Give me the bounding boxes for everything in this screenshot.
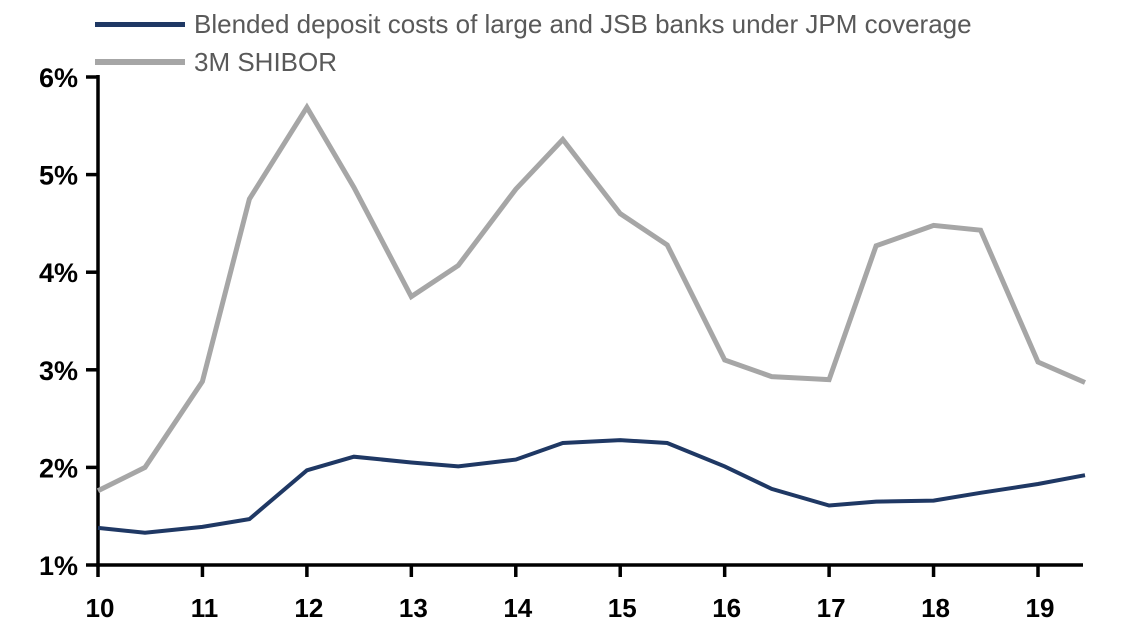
axes: 1% 2% 3% 4% 5% 6% 10 11 12 13 14 15 16 17 18 19 <box>39 63 1083 623</box>
x-axis-tick-label: 13 <box>399 593 428 623</box>
y-axis-tick-label: 6% <box>39 63 78 93</box>
series-line-shibor <box>96 102 1086 494</box>
y-axis-tick-label: 3% <box>39 356 78 386</box>
x-axis-tick-label: 17 <box>817 593 846 623</box>
x-axis-tick-label: 15 <box>608 593 637 623</box>
y-axis-tick-label: 2% <box>39 453 78 483</box>
x-axis-tick-label: 19 <box>1026 593 1055 623</box>
x-axis-tick-label: 10 <box>86 593 115 623</box>
x-axis-tick-label: 16 <box>712 593 741 623</box>
legend-item-deposit-costs: Blended deposit costs of large and JSB b… <box>95 5 972 43</box>
legend-line-swatch-navy <box>95 21 185 27</box>
x-axis-tick-label: 11 <box>191 593 219 623</box>
legend-label-shibor: 3M SHIBOR <box>194 47 338 77</box>
legend: Blended deposit costs of large and JSB b… <box>95 5 972 81</box>
legend-line-swatch-gray <box>95 59 185 65</box>
x-axis-tick-label: 18 <box>921 593 950 623</box>
y-axis-tick-label: 1% <box>39 551 78 581</box>
x-axis-tick-label: 14 <box>503 593 532 623</box>
legend-item-shibor: 3M SHIBOR <box>95 43 972 81</box>
x-axis-tick-label: 12 <box>294 593 323 623</box>
legend-label-deposit-costs: Blended deposit costs of large and JSB b… <box>194 9 972 39</box>
y-axis-tick-label: 4% <box>39 258 78 288</box>
y-axis-tick-label: 5% <box>39 161 78 191</box>
series-lines <box>96 102 1086 535</box>
series-line-deposit-costs <box>97 438 1086 535</box>
